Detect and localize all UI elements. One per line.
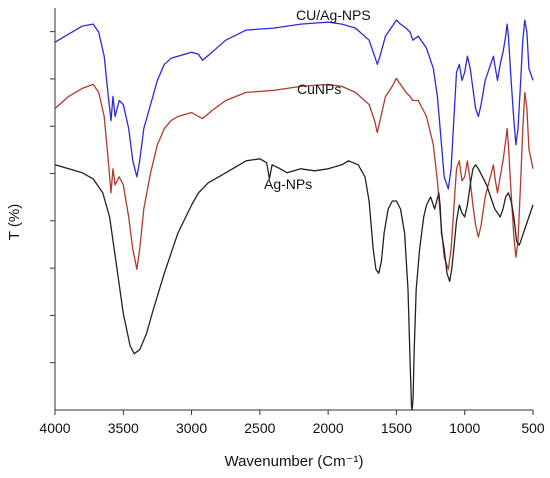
series-label-cu-ag-nps: CU/Ag-NPS <box>296 7 371 23</box>
plot-frame <box>54 8 533 411</box>
series-line-ag-nps <box>54 158 534 411</box>
y-ticks <box>50 31 55 364</box>
x-ticks: 4000 3500 3000 2500 2000 1500 1000 500 <box>39 410 545 436</box>
series-lines <box>54 19 534 411</box>
x-tick-label: 2500 <box>244 420 275 436</box>
x-tick-label: 500 <box>521 420 545 436</box>
y-axis-title: T (%) <box>6 204 23 240</box>
x-tick-label: 2000 <box>313 420 344 436</box>
series-line-cu-ag-nps <box>54 19 534 190</box>
x-tick-label: 3500 <box>108 420 139 436</box>
x-axis-title: Wavenumber (Cm⁻¹) <box>224 453 363 470</box>
x-tick-label: 4000 <box>39 420 70 436</box>
series-line-cunps <box>54 77 534 270</box>
x-tick-label: 1000 <box>449 420 480 436</box>
series-label-cunps: CuNPs <box>297 81 341 97</box>
x-tick-label: 3000 <box>176 420 207 436</box>
x-tick-label: 1500 <box>381 420 412 436</box>
series-label-ag-nps: Ag-NPs <box>264 176 312 192</box>
